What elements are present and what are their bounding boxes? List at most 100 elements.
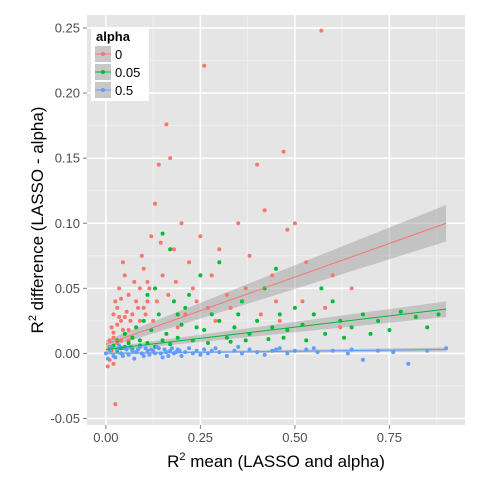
data-point-0 [209, 273, 214, 278]
data-point-0.05 [202, 327, 207, 332]
data-point-0.5 [202, 347, 207, 352]
data-point-0.05 [387, 327, 392, 332]
data-point-0 [120, 327, 125, 332]
y-axis-title-post: difference (LASSO - alpha) [28, 107, 47, 316]
data-point-0 [243, 286, 248, 291]
data-point-0 [255, 162, 260, 167]
data-point-0 [292, 221, 297, 226]
data-point-0.05 [274, 266, 278, 271]
data-point-0.5 [151, 348, 156, 353]
data-point-0.5 [158, 351, 163, 356]
data-point-0 [117, 314, 122, 319]
data-point-0 [319, 28, 324, 33]
x-axis-title-sup: 2 [179, 451, 185, 463]
data-point-0.5 [147, 352, 152, 357]
data-point-0.5 [179, 354, 184, 359]
data-point-0.5 [126, 352, 131, 357]
data-point-0.05 [368, 331, 373, 336]
data-point-0 [111, 361, 116, 366]
data-point-0.5 [239, 351, 244, 356]
y-axis-ticks: -0.05 0.00 0.05 0.10 0.15 0.20 0.25 [50, 21, 87, 426]
data-point-0 [247, 253, 252, 258]
y-tick-label: 0.15 [55, 151, 80, 166]
data-point-0 [285, 227, 290, 232]
data-point-0 [236, 221, 241, 226]
data-point-0 [179, 221, 184, 226]
data-point-0.05 [228, 339, 233, 344]
data-point-0.05 [311, 312, 316, 317]
data-point-0.05 [175, 335, 180, 340]
data-point-0 [160, 273, 165, 278]
data-point-0 [145, 279, 150, 284]
data-point-0.05 [209, 312, 214, 317]
x-tick-label: 0.25 [188, 430, 213, 445]
data-point-0.5 [170, 346, 175, 351]
data-point-0 [224, 292, 229, 297]
plot-panel [87, 15, 465, 425]
data-point-0.05 [171, 299, 176, 304]
data-point-0 [143, 312, 148, 317]
data-point-0.05 [217, 318, 222, 323]
y-tick-label: 0.10 [55, 216, 80, 231]
data-point-0.5 [247, 347, 252, 352]
data-point-0 [323, 305, 328, 310]
data-point-0 [119, 318, 124, 323]
data-point-0.05 [205, 341, 210, 345]
data-point-0 [154, 299, 159, 304]
data-point-0.5 [277, 346, 282, 351]
data-point-0 [109, 325, 114, 330]
data-point-0 [105, 364, 110, 369]
data-point-0 [173, 279, 178, 284]
data-point-0 [107, 338, 112, 343]
data-point-0.05 [281, 335, 286, 340]
data-point-0 [122, 314, 127, 319]
legend-key-point [101, 52, 105, 56]
data-point-0.5 [198, 352, 203, 357]
data-point-0.05 [145, 292, 150, 297]
data-point-0.5 [311, 346, 316, 351]
data-point-0.5 [270, 348, 275, 353]
data-point-0.05 [153, 286, 158, 291]
data-point-0 [137, 286, 142, 291]
data-point-0.05 [243, 338, 248, 343]
legend-item-0: 0 [95, 46, 122, 62]
trend-line-0 [105, 222, 447, 345]
data-point-0.5 [376, 348, 381, 353]
x-axis-title: R2 mean (LASSO and alpha) [167, 451, 385, 471]
data-point-0.05 [236, 312, 241, 317]
data-point-0.5 [113, 355, 118, 360]
data-point-0 [117, 286, 122, 291]
data-point-0.5 [236, 344, 241, 349]
x-axis-ticks: 0.00 0.25 0.50 0.75 [93, 425, 402, 445]
legend-item-0.5: 0.5 [95, 82, 133, 98]
data-point-0.5 [162, 347, 167, 352]
data-point-0 [126, 327, 131, 332]
data-point-0.05 [160, 231, 165, 236]
data-point-0 [124, 309, 129, 314]
data-point-0.5 [224, 354, 229, 359]
data-point-0 [128, 318, 133, 323]
data-point-0.05 [398, 309, 403, 314]
data-point-0.05 [175, 312, 180, 317]
data-point-0.5 [132, 356, 137, 361]
data-point-0.05 [198, 273, 203, 278]
legend-title: alpha [96, 29, 131, 44]
data-point-0 [122, 273, 127, 278]
data-point-0 [198, 234, 203, 239]
data-point-0 [274, 299, 278, 304]
data-point-0.05 [224, 335, 229, 340]
data-point-0.05 [164, 331, 169, 336]
data-point-0.5 [360, 357, 365, 362]
legend-item-0.05: 0.05 [95, 64, 140, 80]
data-point-0 [158, 240, 163, 245]
data-point-0.5 [107, 348, 112, 353]
data-point-0 [111, 330, 116, 335]
data-point-0 [137, 318, 142, 323]
trend-line-0.05 [105, 308, 447, 351]
data-point-0.5 [117, 343, 122, 348]
data-point-0 [171, 247, 176, 252]
data-point-0.05 [270, 325, 275, 330]
data-point-0.05 [194, 325, 199, 330]
data-point-0 [134, 299, 139, 304]
